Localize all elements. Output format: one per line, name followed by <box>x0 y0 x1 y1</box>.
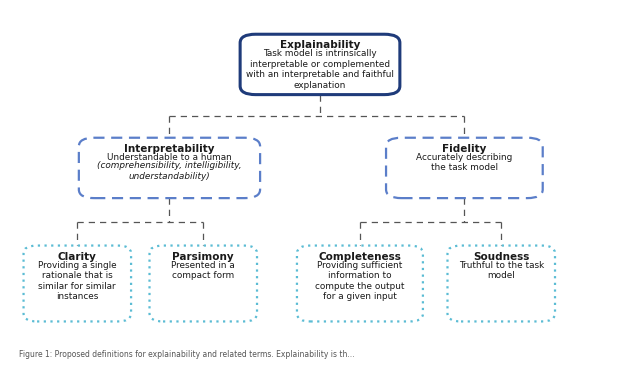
FancyBboxPatch shape <box>150 246 257 321</box>
Text: Parsimony: Parsimony <box>172 252 234 262</box>
FancyBboxPatch shape <box>447 246 555 321</box>
FancyBboxPatch shape <box>297 246 423 321</box>
Text: Fidelity: Fidelity <box>442 144 486 154</box>
Text: Task model is intrinsically
interpretable or complemented
with an interpretable : Task model is intrinsically interpretabl… <box>246 50 394 90</box>
Text: Figure 1: Proposed definitions for explainability and related terms. Explainabil: Figure 1: Proposed definitions for expla… <box>19 350 355 359</box>
Text: Soudness: Soudness <box>473 252 529 262</box>
Text: Presented in a
compact form: Presented in a compact form <box>172 261 235 280</box>
Text: Completeness: Completeness <box>319 252 401 262</box>
FancyBboxPatch shape <box>386 138 543 198</box>
Text: Providing a single
rationale that is
similar for similar
instances: Providing a single rationale that is sim… <box>38 261 116 301</box>
Text: Clarity: Clarity <box>58 252 97 262</box>
Text: Truthful to the task
model: Truthful to the task model <box>459 261 544 280</box>
Text: Accurately describing
the task model: Accurately describing the task model <box>416 153 513 173</box>
Text: Explainability: Explainability <box>280 40 360 51</box>
FancyBboxPatch shape <box>240 34 400 94</box>
Text: Providing sufficient
information to
compute the output
for a given input: Providing sufficient information to comp… <box>315 261 404 301</box>
Text: Understandable to a human: Understandable to a human <box>107 153 232 162</box>
Text: Interpretability: Interpretability <box>124 144 215 154</box>
Text: (comprehensibility, intelligibility,
understandability): (comprehensibility, intelligibility, und… <box>97 161 242 181</box>
FancyBboxPatch shape <box>79 138 260 198</box>
FancyBboxPatch shape <box>24 246 131 321</box>
